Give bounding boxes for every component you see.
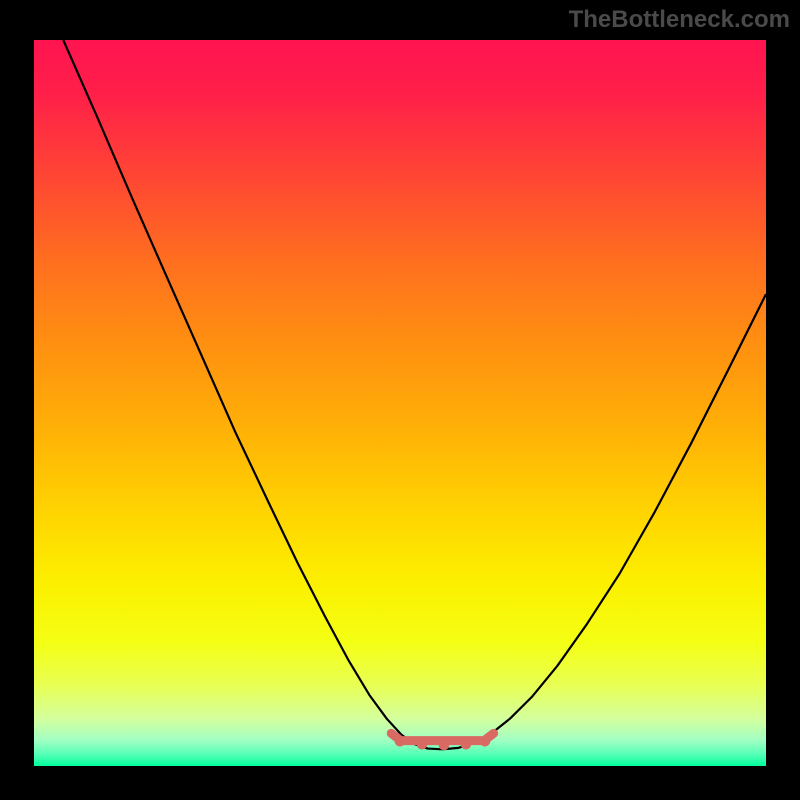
flat-highlight-dot [461,739,472,750]
flat-highlight-group [391,733,493,750]
flat-highlight-dot [480,736,491,747]
plot-area [34,40,766,766]
chart-container: TheBottleneck.com [0,0,800,800]
flat-highlight-dot [395,736,406,747]
watermark-text: TheBottleneck.com [569,6,790,34]
flat-highlight-dot [439,740,450,751]
bottleneck-curve [63,40,766,749]
flat-highlight-dot [417,739,428,750]
curve-layer [34,40,766,766]
